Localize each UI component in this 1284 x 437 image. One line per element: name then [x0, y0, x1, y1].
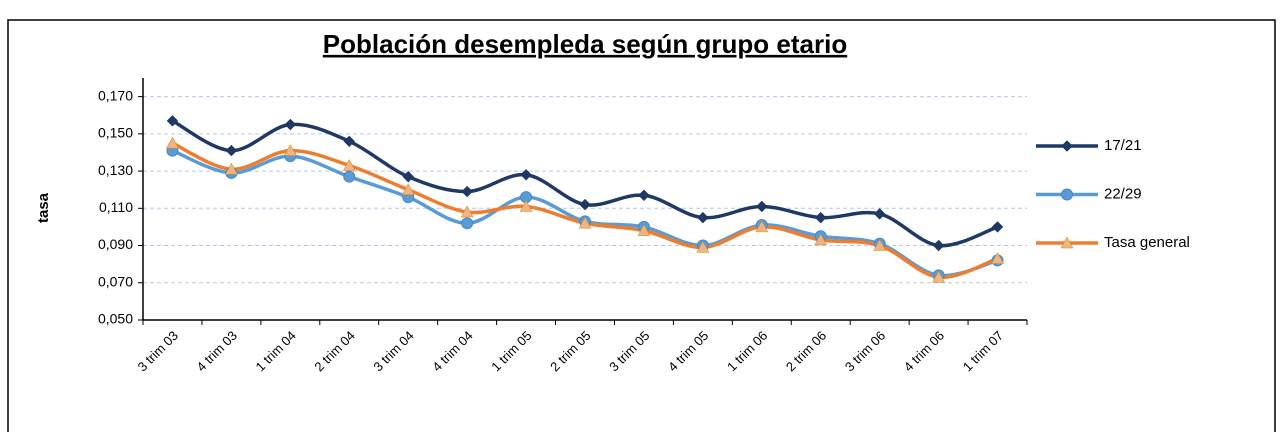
marker — [991, 252, 1004, 264]
marker — [342, 158, 356, 171]
marker — [283, 144, 297, 156]
marker — [991, 221, 1004, 233]
marker — [637, 224, 651, 236]
marker — [460, 205, 474, 218]
marker — [284, 118, 297, 131]
legend-label: 17/21 — [1104, 137, 1142, 154]
marker — [166, 115, 179, 127]
legend-label: Tasa general — [1104, 234, 1190, 251]
y-tick-label: 0,130 — [98, 162, 133, 178]
chart-title: Población desempleda según grupo etario — [323, 29, 847, 59]
marker — [343, 170, 356, 183]
marker — [225, 144, 238, 157]
marker — [873, 208, 886, 220]
y-tick-label: 0,110 — [99, 199, 133, 215]
marker — [696, 240, 710, 253]
marker — [401, 183, 415, 195]
y-tick-label: 0,050 — [98, 311, 133, 327]
legend-marker — [1061, 188, 1073, 201]
legend-label: 22/29 — [1104, 185, 1142, 202]
marker — [343, 135, 355, 147]
marker — [756, 200, 768, 213]
marker — [402, 170, 414, 183]
marker — [520, 169, 532, 181]
marker — [873, 239, 887, 251]
y-tick-label: 0,150 — [98, 125, 133, 141]
marker — [461, 217, 474, 230]
y-tick-label: 0,090 — [98, 236, 133, 252]
legend-marker — [1060, 236, 1074, 249]
marker — [697, 211, 709, 224]
marker — [932, 270, 946, 283]
y-tick-label: 0,070 — [98, 273, 133, 289]
marker — [224, 162, 238, 175]
marker — [461, 185, 473, 198]
marker — [814, 233, 828, 246]
marker — [579, 198, 591, 211]
y-axis-label: tasa — [35, 192, 52, 223]
marker — [638, 189, 650, 201]
marker — [932, 239, 945, 252]
y-tick-label: 0,170 — [98, 87, 133, 103]
marker — [815, 211, 827, 224]
legend-marker — [1061, 140, 1073, 152]
marker — [578, 216, 592, 229]
marker — [755, 220, 769, 233]
marker — [519, 199, 533, 212]
marker — [166, 136, 179, 149]
